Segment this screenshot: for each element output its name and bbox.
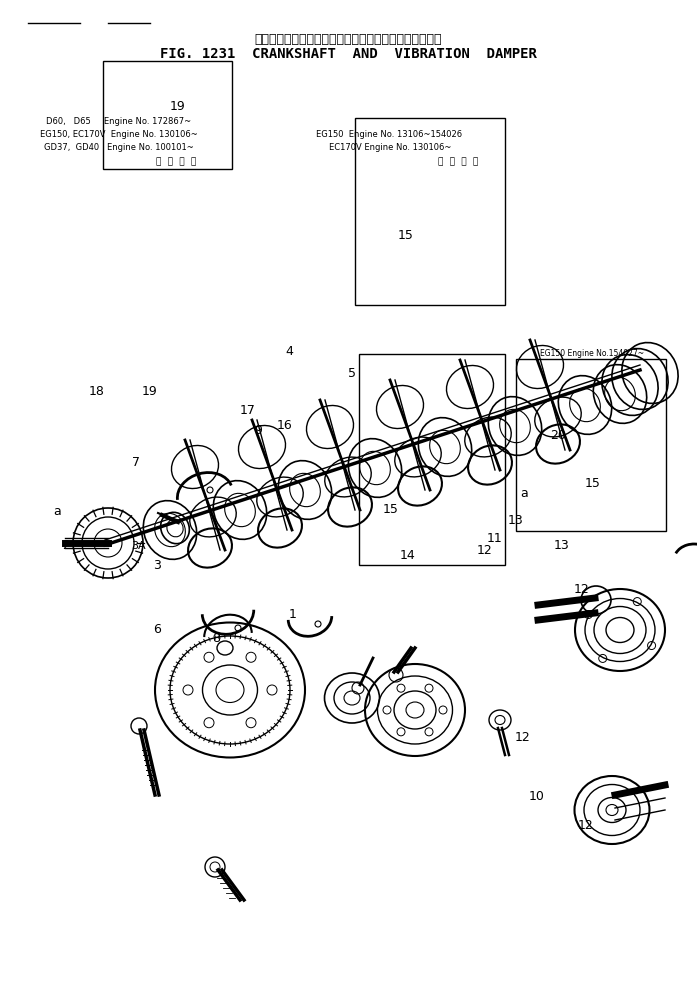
Bar (103, 61, 232, 169)
Text: a: a (53, 504, 61, 518)
Text: GD37,  GD40   Engine No. 100101~: GD37, GD40 Engine No. 100101~ (44, 143, 193, 152)
Text: 適  用  号  経: 適 用 号 経 (155, 157, 196, 167)
Text: 20: 20 (550, 429, 565, 442)
Text: 12: 12 (578, 819, 593, 833)
Text: 13: 13 (553, 539, 569, 552)
Text: 1: 1 (289, 607, 297, 621)
Text: 10: 10 (529, 789, 544, 803)
Text: 8: 8 (212, 632, 220, 646)
Text: 17: 17 (240, 404, 255, 418)
Text: 5: 5 (348, 367, 356, 380)
Text: D60,   D65     Engine No. 172867~: D60, D65 Engine No. 172867~ (46, 117, 191, 127)
Text: 18: 18 (89, 384, 104, 398)
Text: FIG. 1231  CRANKSHAFT  AND  VIBRATION  DAMPER: FIG. 1231 CRANKSHAFT AND VIBRATION DAMPE… (160, 47, 537, 61)
Text: 11: 11 (487, 532, 503, 546)
Text: EG150, EC170V  Engine No. 130106~: EG150, EC170V Engine No. 130106~ (40, 130, 197, 140)
Text: 6: 6 (153, 622, 161, 636)
Text: EC170V Engine No. 130106~: EC170V Engine No. 130106~ (329, 143, 452, 152)
Bar (359, 354, 505, 565)
Text: 7: 7 (132, 455, 140, 469)
Text: 9: 9 (254, 424, 262, 437)
Text: 4: 4 (285, 345, 293, 359)
Text: 19: 19 (170, 99, 185, 113)
Text: 適  用  号  経: 適 用 号 経 (438, 157, 478, 167)
Text: 12: 12 (515, 730, 530, 744)
Text: 12: 12 (574, 583, 590, 597)
Bar (355, 118, 505, 305)
Text: 2: 2 (62, 539, 70, 552)
Text: 16: 16 (277, 419, 292, 433)
Text: 15: 15 (383, 502, 398, 516)
Text: 15: 15 (398, 229, 413, 243)
Text: EG150 Engine No.154027~: EG150 Engine No.154027~ (540, 349, 645, 359)
Text: 14: 14 (400, 549, 415, 562)
Text: 19: 19 (142, 384, 158, 398)
Text: EG150  Engine No. 13106~154026: EG150 Engine No. 13106~154026 (316, 130, 465, 140)
Bar (516, 359, 666, 531)
Text: 3A: 3A (131, 541, 145, 550)
Text: クランクシャフト　および　バイブレーション　ダンパ: クランクシャフト および バイブレーション ダンパ (254, 32, 443, 46)
Text: a: a (520, 487, 528, 500)
Text: 13: 13 (508, 514, 523, 528)
Text: 3: 3 (153, 558, 161, 572)
Text: 12: 12 (477, 544, 492, 557)
Text: 15: 15 (585, 477, 600, 491)
